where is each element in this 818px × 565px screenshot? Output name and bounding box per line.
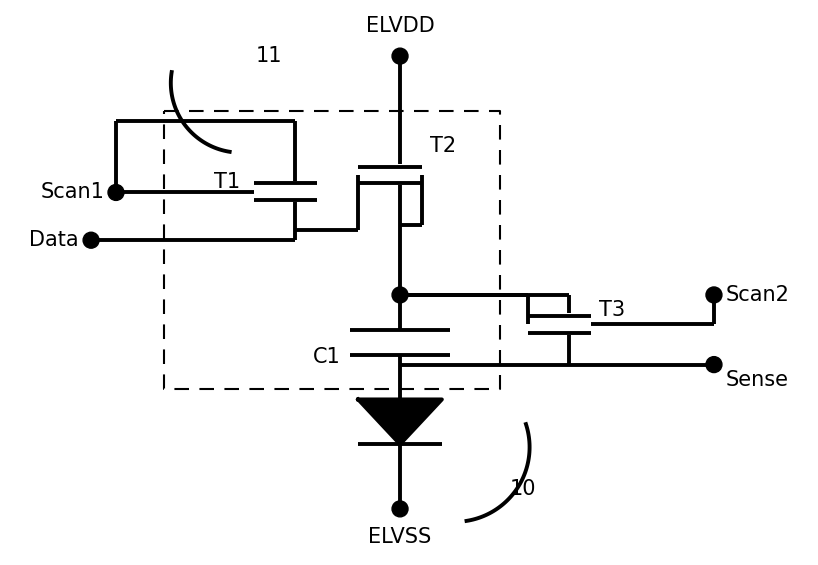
Text: Data: Data <box>29 230 79 250</box>
Text: C1: C1 <box>312 347 340 367</box>
Text: Scan2: Scan2 <box>726 285 790 305</box>
Text: 10: 10 <box>510 479 536 499</box>
Circle shape <box>706 287 722 303</box>
Circle shape <box>392 501 408 517</box>
Circle shape <box>706 357 722 372</box>
Circle shape <box>83 232 99 248</box>
Text: Sense: Sense <box>726 370 789 389</box>
Text: ELVDD: ELVDD <box>366 16 434 36</box>
Text: ELVSS: ELVSS <box>368 527 432 547</box>
Text: T1: T1 <box>214 172 240 193</box>
Text: T3: T3 <box>600 300 626 320</box>
Text: T2: T2 <box>430 136 456 156</box>
Circle shape <box>392 287 408 303</box>
Text: 11: 11 <box>255 46 282 66</box>
Polygon shape <box>358 399 442 444</box>
Circle shape <box>108 185 124 201</box>
Circle shape <box>392 48 408 64</box>
Text: Scan1: Scan1 <box>40 182 104 202</box>
